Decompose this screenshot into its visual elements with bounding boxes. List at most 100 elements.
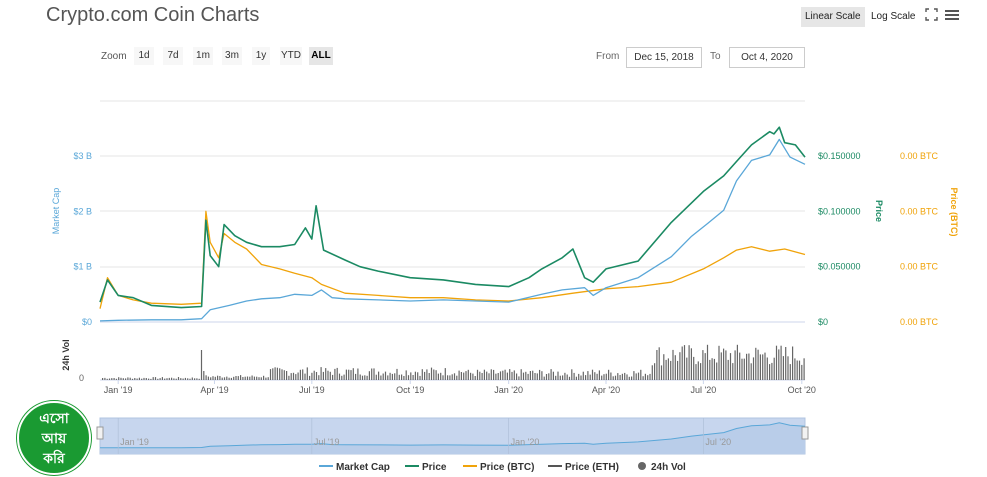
volume-bar [798, 360, 801, 380]
volume-bar [513, 370, 515, 380]
volume-bar [129, 377, 131, 380]
volume-bar [601, 375, 603, 380]
volume-bar [796, 360, 798, 380]
volume-bar [217, 375, 219, 380]
volume-bar [230, 377, 232, 380]
from-date-input[interactable]: Dec 15, 2018 [626, 47, 702, 68]
x-tick-label: Apr '20 [592, 385, 620, 395]
zoom-button-1m[interactable]: 1m [193, 47, 213, 65]
volume-bar [355, 373, 357, 380]
legend-label: Market Cap [336, 462, 390, 473]
volume-bar [628, 376, 630, 380]
volume-bar [412, 375, 414, 380]
volume-bar [688, 345, 690, 380]
volume-bar [267, 377, 269, 380]
volume-bar [490, 369, 492, 380]
menu-icon[interactable] [944, 8, 960, 21]
navigator-label: Jan '19 [120, 437, 149, 447]
volume-bar [481, 373, 483, 380]
volume-bar [483, 369, 485, 380]
legend-label: Price (ETH) [565, 462, 619, 473]
x-tick-label: Apr '19 [200, 385, 228, 395]
zoom-button-all[interactable]: ALL [309, 47, 333, 65]
linear-scale-button[interactable]: Linear Scale [801, 7, 865, 27]
volume-bar [516, 373, 518, 380]
volume-bar [529, 371, 531, 380]
volume-bar [180, 378, 182, 380]
legend-item-24h-vol[interactable]: 24h Vol [638, 462, 686, 473]
fullscreen-icon[interactable] [925, 8, 938, 21]
left-axis-title: Market Cap [51, 188, 61, 235]
navigator-left-handle[interactable] [96, 426, 104, 440]
volume-bar [727, 359, 729, 380]
volume-bar [332, 374, 334, 380]
volume-bar [437, 373, 439, 380]
zoom-button-3m[interactable]: 3m [222, 47, 242, 65]
volume-bar [775, 345, 778, 380]
volume-bar [143, 377, 145, 380]
volume-bar [499, 371, 502, 380]
volume-bar [782, 356, 784, 380]
volume-bar [357, 368, 359, 380]
to-date-input[interactable]: Oct 4, 2020 [729, 47, 805, 68]
volume-bar [465, 371, 467, 380]
volume-bar [518, 376, 520, 380]
zoom-button-1d[interactable]: 1d [134, 47, 154, 65]
volume-bar [545, 374, 548, 380]
volume-bar [732, 363, 734, 380]
volume-bar [794, 358, 796, 380]
volume-bar [364, 375, 366, 380]
volume-bar [564, 372, 566, 380]
volume-bar [444, 368, 446, 380]
x-tick-label: Jul '19 [299, 385, 325, 395]
logo-line-3: করি [43, 450, 65, 466]
zoom-button-ytd[interactable]: YTD [280, 47, 302, 65]
volume-bar [108, 378, 111, 380]
volume-bar [104, 377, 106, 380]
navigator-line [100, 422, 806, 449]
volume-bar [304, 373, 306, 380]
volume-bar [214, 376, 216, 380]
volume-bar [548, 373, 550, 380]
volume-bar [401, 374, 403, 380]
zoom-button-7d[interactable]: 7d [163, 47, 183, 65]
volume-bar [614, 375, 617, 380]
from-label: From [596, 51, 620, 62]
volume-bar [433, 369, 435, 380]
volume-bar [311, 372, 313, 380]
volume-bar [320, 367, 322, 380]
volume-bar [594, 372, 596, 380]
navigator-right-handle[interactable] [801, 426, 809, 440]
legend-item-price-btc[interactable]: Price (BTC) [463, 462, 534, 473]
navigator-label: Jul '20 [705, 437, 731, 447]
volume-bar [686, 357, 688, 380]
volume-bar [200, 350, 203, 380]
volume-bar [674, 355, 676, 380]
volume-bar [131, 378, 134, 380]
volume-bar [403, 376, 405, 380]
volume-bar [619, 375, 621, 380]
volume-bar [637, 372, 640, 380]
legend-item-price-eth[interactable]: Price (ETH) [548, 462, 619, 473]
volume-bar [102, 378, 104, 380]
volume-bar [700, 363, 702, 380]
price-line [99, 126, 806, 309]
log-scale-button[interactable]: Log Scale [871, 11, 916, 22]
volume-bar [621, 373, 623, 380]
volume-bar [387, 375, 389, 380]
volume-bar [154, 377, 157, 380]
volume-bar [368, 371, 370, 380]
legend-item-price[interactable]: Price [405, 462, 447, 473]
volume-bar [191, 377, 193, 380]
logo-line-1: এসো [39, 410, 69, 426]
volume-bar [373, 368, 375, 380]
volume-bar [361, 375, 364, 380]
volume-bar [456, 375, 458, 380]
volume-bar [764, 352, 766, 380]
volume-bar [173, 378, 175, 380]
zoom-button-1y[interactable]: 1y [252, 47, 270, 65]
legend-item-market-cap[interactable]: Market Cap [319, 462, 390, 473]
volume-bar [237, 376, 239, 380]
volume-bar [690, 348, 692, 380]
